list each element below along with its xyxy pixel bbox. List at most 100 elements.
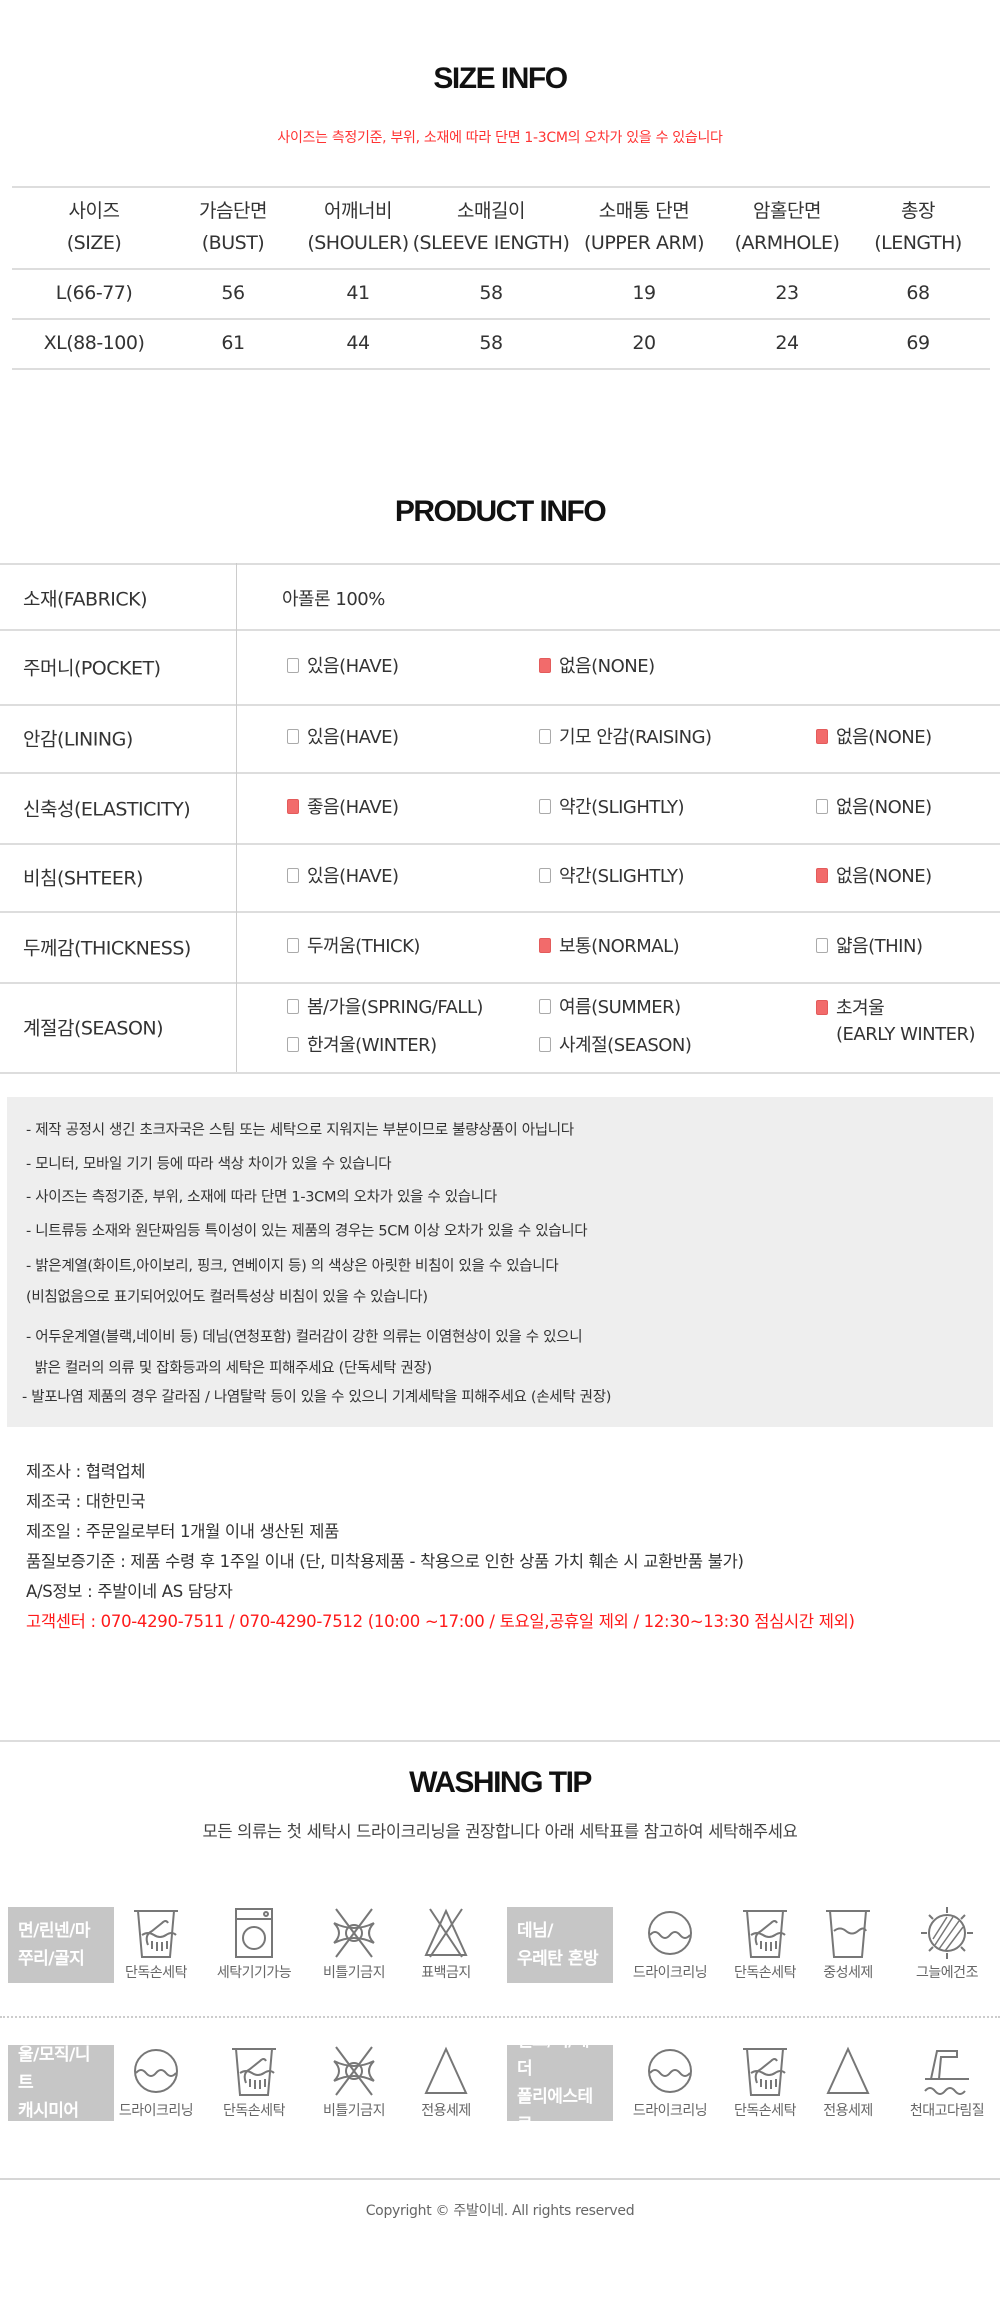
header-line: (LENGTH) [874, 232, 962, 254]
size-value-cell: 20 [632, 332, 656, 354]
category-label: 면/린넨/마 [18, 1921, 90, 1941]
header-line: 소매통 단면 [598, 200, 690, 222]
washing-tip-title: WASHING TIP [409, 1766, 592, 1799]
category-label: 캐시미어 [18, 2101, 79, 2121]
table-divider [12, 368, 990, 370]
category-label: 폴리에스테르 [517, 2087, 593, 2135]
option-label: 여름(SUMMER) [559, 997, 681, 1018]
checkbox-unchecked[interactable] [539, 729, 551, 744]
size-value-cell: 56 [221, 282, 245, 304]
checkbox-unchecked[interactable] [287, 868, 299, 883]
option-checkbox[interactable]: 봄/가을(SPRING/FALL) [287, 995, 483, 1021]
size-value-cell: 61 [221, 332, 245, 354]
hand-wash-icon [126, 1905, 186, 1961]
checkbox-checked[interactable] [816, 1000, 828, 1015]
checkbox-checked[interactable] [539, 657, 551, 673]
size-value-cell: 41 [346, 282, 370, 304]
notice-line: - 모니터, 모바일 기기 등에 따라 색상 차이가 있을 수 있습니다 [26, 1156, 392, 1173]
row-divider [0, 843, 1000, 845]
checkbox-checked[interactable] [816, 868, 828, 883]
option-checkbox[interactable]: 초겨울 (EARLY WINTER) [816, 996, 976, 1048]
option-checkbox[interactable]: 있음(HAVE) [287, 725, 399, 751]
care-label: 드라이크리닝 [632, 1965, 708, 1981]
row-label: 신축성(ELASTICITY) [23, 798, 191, 820]
checkbox-unchecked[interactable] [539, 798, 551, 814]
option-checkbox[interactable]: 좋음(HAVE) [287, 795, 399, 821]
header-line: (SLEEVE IENGTH) [412, 232, 570, 254]
option-checkbox[interactable]: 없음(NONE) [816, 864, 932, 890]
checkbox-unchecked[interactable] [287, 999, 299, 1014]
size-value-cell: 19 [632, 282, 656, 304]
no-wring-icon [324, 2043, 384, 2099]
option-label: 있음(HAVE) [307, 727, 399, 748]
checkbox-checked[interactable] [539, 937, 551, 953]
checkbox-unchecked[interactable] [539, 999, 551, 1014]
option-checkbox[interactable]: 없음(NONE) [539, 654, 655, 680]
option-label: 기모 안감(RAISING) [559, 727, 712, 748]
info-line: 품질보증기준 : 제품 수령 후 1주일 이내 (단, 미착용제품 - 착용으로… [26, 1552, 744, 1571]
option-checkbox[interactable]: 있음(HAVE) [287, 864, 399, 890]
option-label: 한겨울(WINTER) [307, 1035, 437, 1056]
category-label: 우레탄 혼방 [517, 1949, 599, 1969]
row-divider [0, 982, 1000, 984]
checkbox-unchecked[interactable] [287, 937, 299, 953]
option-label: 봄/가을(SPRING/FALL) [307, 997, 483, 1018]
care-label: 그늘에건조 [916, 1965, 978, 1981]
hand-wash-icon [224, 2043, 284, 2099]
checkbox-unchecked[interactable] [539, 1037, 551, 1052]
option-label: 없음(NONE) [836, 866, 932, 887]
row-divider [0, 704, 1000, 706]
notice-line: - 제작 공정시 생긴 초크자국은 스팀 또는 세탁으로 지워지는 부분이므로 … [26, 1122, 574, 1139]
footer-divider [0, 2178, 1000, 2180]
option-checkbox[interactable]: 있음(HAVE) [287, 654, 399, 680]
size-header-cell: 소매통 단면 (UPPER ARM) [584, 195, 705, 259]
size-value-cell: 24 [775, 332, 799, 354]
option-label: 있음(HAVE) [307, 866, 399, 887]
care-label: 드라이크리닝 [118, 2103, 194, 2119]
option-checkbox[interactable]: 기모 안감(RAISING) [539, 725, 712, 751]
hand-wash-icon [735, 1905, 795, 1961]
header-line: 암홀단면 [753, 200, 821, 222]
option-label: 사계절(SEASON) [559, 1035, 692, 1056]
option-checkbox[interactable]: 보통(NORMAL) [539, 934, 680, 960]
option-checkbox[interactable]: 약간(SLIGHTLY) [539, 795, 685, 821]
option-checkbox[interactable]: 한겨울(WINTER) [287, 1033, 437, 1059]
option-checkbox[interactable]: 약간(SLIGHTLY) [539, 864, 685, 890]
category-box: 울/모직/니트 캐시미어 [8, 2045, 114, 2121]
checkbox-checked[interactable] [287, 798, 299, 814]
checkbox-unchecked[interactable] [539, 868, 551, 883]
header-line: (SIZE) [66, 232, 122, 254]
header-line: 사이즈 [68, 200, 120, 222]
checkbox-unchecked[interactable] [287, 1037, 299, 1052]
dry-clean-icon [126, 2043, 186, 2099]
checkbox-unchecked[interactable] [287, 657, 299, 673]
size-value-cell: 23 [775, 282, 799, 304]
option-checkbox[interactable]: 얇음(THIN) [816, 934, 923, 960]
notice-line: 밝은 컬러의 의류 및 잡화등과의 세탁은 피해주세요 (단독세탁 권장) [26, 1360, 433, 1377]
option-checkbox[interactable]: 없음(NONE) [816, 795, 932, 821]
row-label: 주머니(POCKET) [23, 657, 161, 679]
info-line: 제조국 : 대한민국 [26, 1492, 146, 1511]
table-divider [12, 268, 990, 270]
category-box: 데님/우레탄 혼방 [507, 1907, 613, 1983]
checkbox-unchecked[interactable] [816, 798, 828, 814]
option-label: 없음(NONE) [559, 655, 655, 677]
category-box: 면/린넨/마 쭈리/골지 [8, 1907, 114, 1983]
option-checkbox[interactable]: 여름(SUMMER) [539, 995, 681, 1021]
notice-line: - 밝은계열(화이트,아이보리, 핑크, 연베이지 등) 의 색상은 아릿한 비… [26, 1258, 559, 1275]
size-value-cell: 69 [906, 332, 930, 354]
option-checkbox[interactable]: 없음(NONE) [816, 725, 932, 751]
care-label: 단독손세탁 [223, 2103, 285, 2119]
dry-clean-icon [640, 1905, 700, 1961]
option-checkbox[interactable]: 두꺼움(THICK) [287, 934, 420, 960]
checkbox-unchecked[interactable] [816, 937, 828, 953]
checkbox-unchecked[interactable] [287, 729, 299, 744]
option-label: 좋음(HAVE) [307, 796, 399, 818]
checkbox-checked[interactable] [816, 729, 828, 744]
row-label: 계절감(SEASON) [23, 1017, 164, 1040]
care-label: 중성세제 [823, 1965, 873, 1981]
special-detergent-icon [416, 2043, 476, 2099]
care-label: 전용세제 [421, 2103, 471, 2119]
option-checkbox[interactable]: 사계절(SEASON) [539, 1033, 692, 1059]
cloth-iron-icon [917, 2043, 977, 2099]
